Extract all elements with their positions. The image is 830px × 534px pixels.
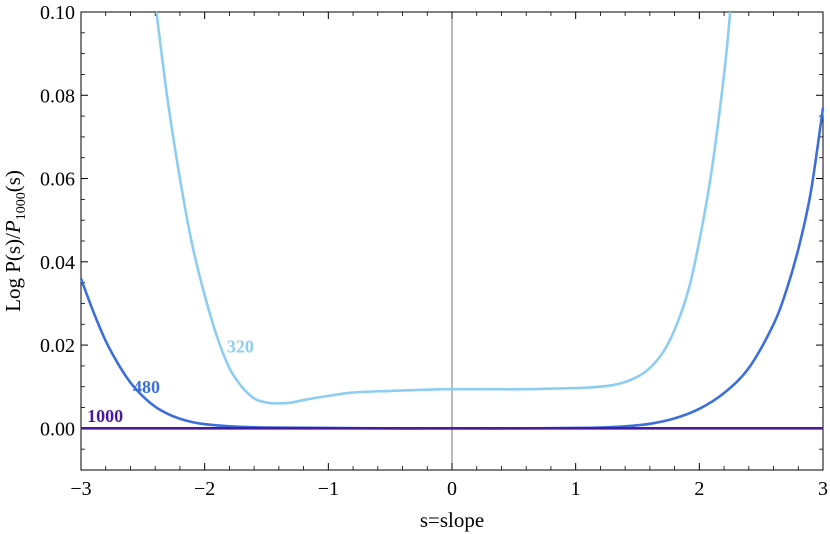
y-axis-title-tail: (s) <box>1 170 25 192</box>
x-tick-label: 3 <box>818 478 828 500</box>
y-tick-label: 0.08 <box>40 85 75 107</box>
x-tick-label: −3 <box>70 478 91 500</box>
y-tick-label: 0.10 <box>40 2 75 24</box>
y-tick-label: 0.00 <box>40 418 75 440</box>
y-axis-title: Log P(s)/P1000(s) <box>1 170 29 312</box>
series-line-320 <box>155 11 732 405</box>
y-axis-title-main: Log P(s)/ <box>1 233 25 312</box>
y-axis-title-italic: P <box>1 220 25 234</box>
series-labels-group: 320 480 1000 <box>87 337 254 427</box>
y-axis-title-sub: 1000 <box>14 192 29 220</box>
y-tick-label: 0.06 <box>40 169 75 191</box>
series-label-320: 320 <box>227 337 254 357</box>
x-tick-label: 0 <box>447 478 457 500</box>
x-tick-label: −1 <box>318 478 339 500</box>
x-tick-label: 1 <box>571 478 581 500</box>
x-tick-label: 2 <box>694 478 704 500</box>
series-group <box>79 11 825 430</box>
ticks-group: −3 −2 −1 0 1 2 3 0.00 0.02 0.04 0.06 0.08 0.10 <box>40 2 828 500</box>
y-tick-label: 0.02 <box>40 335 75 357</box>
series-label-1000: 1000 <box>87 406 123 426</box>
series-label-480: 480 <box>133 377 160 397</box>
y-tick-label: 0.04 <box>40 252 75 274</box>
x-tick-label: −2 <box>194 478 215 500</box>
x-axis-title: s=slope <box>420 508 484 532</box>
